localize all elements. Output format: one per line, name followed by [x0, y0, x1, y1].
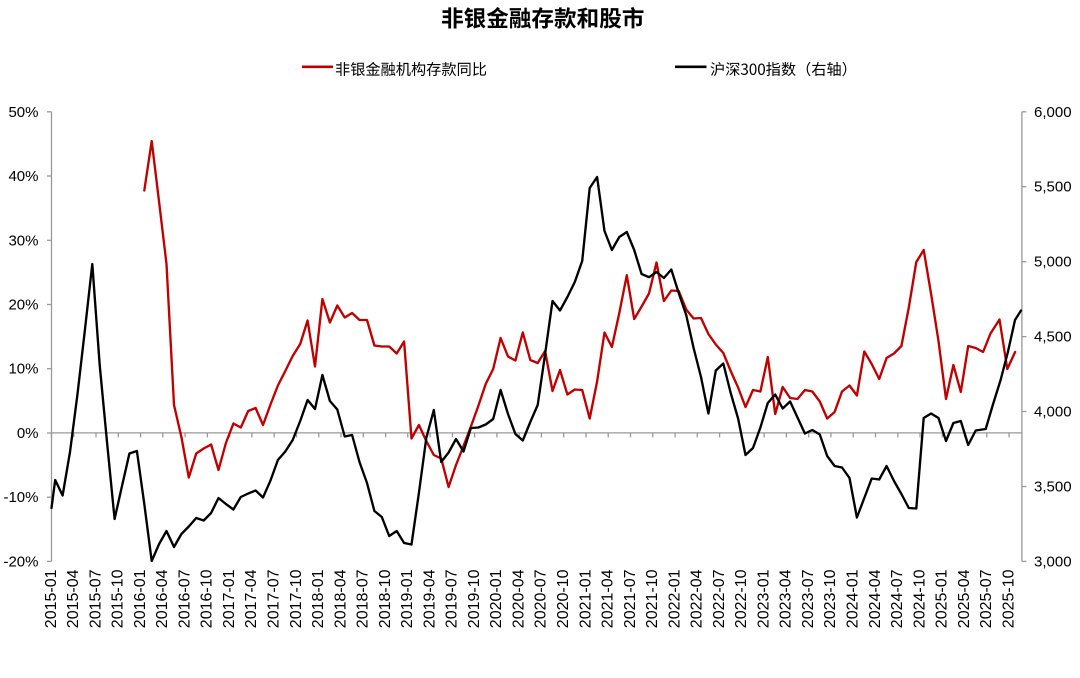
- svg-text:2025-04: 2025-04: [956, 569, 973, 628]
- svg-text:40%: 40%: [8, 168, 38, 185]
- svg-text:2022-04: 2022-04: [689, 569, 706, 628]
- svg-text:10%: 10%: [8, 361, 38, 378]
- svg-text:2017-01: 2017-01: [221, 569, 238, 628]
- svg-text:2024-04: 2024-04: [867, 569, 884, 628]
- svg-text:2017-04: 2017-04: [243, 569, 260, 628]
- svg-text:2019-07: 2019-07: [444, 569, 461, 628]
- svg-text:-20%: -20%: [3, 553, 38, 570]
- svg-text:2025-07: 2025-07: [978, 569, 995, 628]
- svg-text:2021-10: 2021-10: [644, 569, 661, 628]
- svg-text:2025-01: 2025-01: [934, 569, 951, 628]
- svg-text:2021-07: 2021-07: [622, 569, 639, 628]
- svg-text:3,000: 3,000: [1034, 553, 1072, 570]
- svg-text:5,000: 5,000: [1034, 254, 1072, 271]
- svg-text:2022-10: 2022-10: [733, 569, 750, 628]
- svg-text:2023-04: 2023-04: [778, 569, 795, 628]
- svg-text:2022-01: 2022-01: [666, 569, 683, 628]
- svg-text:50%: 50%: [8, 104, 38, 121]
- svg-text:2015-01: 2015-01: [43, 569, 60, 628]
- svg-text:20%: 20%: [8, 297, 38, 314]
- svg-text:2023-10: 2023-10: [822, 569, 839, 628]
- svg-text:2019-01: 2019-01: [399, 569, 416, 628]
- svg-text:2019-10: 2019-10: [466, 569, 483, 628]
- svg-text:2015-04: 2015-04: [65, 569, 82, 628]
- svg-text:2024-07: 2024-07: [889, 569, 906, 628]
- svg-text:2016-07: 2016-07: [176, 569, 193, 628]
- svg-text:2024-01: 2024-01: [845, 569, 862, 628]
- svg-text:2015-07: 2015-07: [87, 569, 104, 628]
- svg-text:2024-10: 2024-10: [911, 569, 928, 628]
- svg-text:2022-07: 2022-07: [711, 569, 728, 628]
- svg-text:2020-07: 2020-07: [533, 569, 550, 628]
- svg-text:3,500: 3,500: [1034, 479, 1072, 496]
- svg-text:2017-10: 2017-10: [288, 569, 305, 628]
- svg-text:2023-01: 2023-01: [755, 569, 772, 628]
- svg-text:2023-07: 2023-07: [800, 569, 817, 628]
- svg-text:30%: 30%: [8, 232, 38, 249]
- svg-text:2025-10: 2025-10: [1000, 569, 1017, 628]
- svg-text:2016-10: 2016-10: [199, 569, 216, 628]
- svg-text:6,000: 6,000: [1034, 104, 1072, 121]
- svg-text:2019-04: 2019-04: [421, 569, 438, 628]
- svg-text:2021-04: 2021-04: [600, 569, 617, 628]
- svg-text:4,000: 4,000: [1034, 404, 1072, 421]
- svg-text:2015-10: 2015-10: [110, 569, 127, 628]
- svg-text:2020-10: 2020-10: [555, 569, 572, 628]
- svg-text:2020-01: 2020-01: [488, 569, 505, 628]
- svg-text:2018-04: 2018-04: [332, 569, 349, 628]
- svg-text:2016-01: 2016-01: [132, 569, 149, 628]
- svg-text:4,500: 4,500: [1034, 329, 1072, 346]
- svg-text:2018-07: 2018-07: [355, 569, 372, 628]
- svg-text:5,500: 5,500: [1034, 179, 1072, 196]
- svg-text:-10%: -10%: [3, 489, 38, 506]
- svg-text:2018-01: 2018-01: [310, 569, 327, 628]
- svg-text:2016-04: 2016-04: [154, 569, 171, 628]
- svg-text:0%: 0%: [17, 425, 39, 442]
- svg-text:2020-04: 2020-04: [511, 569, 528, 628]
- svg-text:2018-10: 2018-10: [377, 569, 394, 628]
- svg-text:2017-07: 2017-07: [266, 569, 283, 628]
- svg-text:2021-01: 2021-01: [577, 569, 594, 628]
